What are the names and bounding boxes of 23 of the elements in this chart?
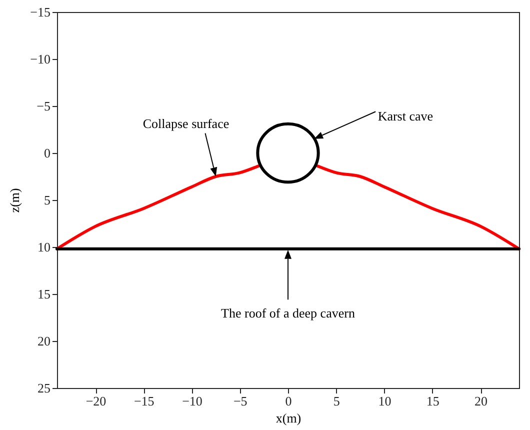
annotation: The roof of a deep cavern xyxy=(221,306,356,321)
x-axis-title: x(m) xyxy=(276,410,302,426)
y-tick-label: 20 xyxy=(38,334,50,348)
y-tick-label: 0 xyxy=(44,146,50,160)
y-tick-label: 5 xyxy=(44,192,50,208)
annotation: Karst cave xyxy=(378,108,434,124)
x-tick-label: 20 xyxy=(474,394,488,408)
x-tick-label: 15 xyxy=(426,394,440,408)
y-tick-label: −10 xyxy=(30,52,50,66)
y-tick-label: 15 xyxy=(38,286,50,302)
x-tick-label: −15 xyxy=(134,394,154,408)
y-tick-label: −15 xyxy=(30,4,50,20)
annotation: Collapse surface xyxy=(142,116,230,131)
y-axis-title: z(m) xyxy=(7,188,22,213)
x-tick-label: −5 xyxy=(233,394,248,408)
y-tick-label: −5 xyxy=(36,98,50,114)
x-tick-label: 0 xyxy=(285,394,292,408)
x-tick-label: 10 xyxy=(378,394,392,408)
x-tick-label: −10 xyxy=(182,394,202,408)
y-tick-label: 10 xyxy=(38,240,50,254)
y-tick-label: 25 xyxy=(38,380,50,396)
x-tick-label: 5 xyxy=(333,394,340,408)
x-tick-label: −20 xyxy=(86,394,106,408)
